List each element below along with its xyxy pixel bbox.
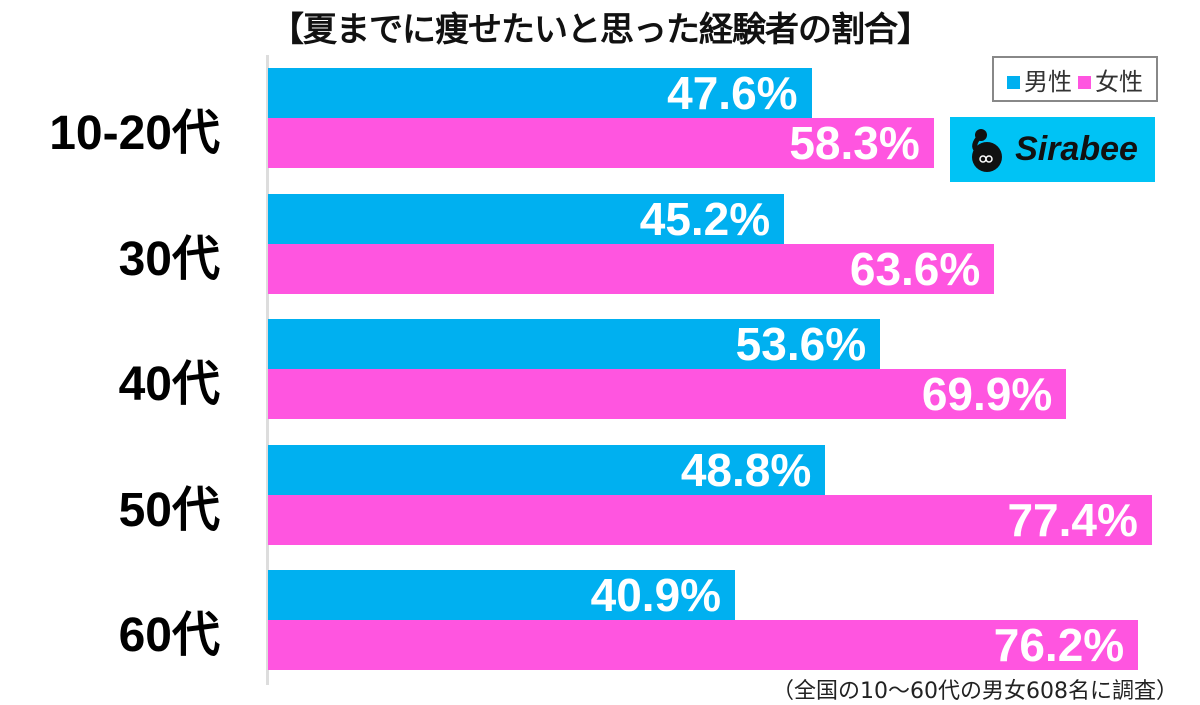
female-bar: 77.4% xyxy=(268,493,1152,546)
category-label: 40代 xyxy=(118,358,220,411)
sirabee-mascot-icon xyxy=(972,128,1003,172)
female-value: 76.2% xyxy=(993,619,1125,671)
female-bar: 69.9% xyxy=(268,368,1067,420)
bar-group: 40代 53.6% 69.9% xyxy=(0,318,1200,420)
male-value: 48.8% xyxy=(680,443,812,496)
bar-group: 60代 40.9% 76.2% xyxy=(0,569,1200,671)
male-bar: 48.8% xyxy=(268,443,826,496)
female-bar: 63.6% xyxy=(268,242,995,295)
male-value: 40.9% xyxy=(590,569,722,621)
legend-female: 女性 xyxy=(1078,62,1143,97)
chart-title: 【夏までに痩せたいと思った経験者の割合】 xyxy=(270,10,931,50)
male-value: 53.6% xyxy=(735,318,867,370)
male-bar: 40.9% xyxy=(268,569,736,621)
sirabee-logo: Sirabee xyxy=(950,117,1155,182)
category-label: 30代 xyxy=(118,232,220,286)
bar-group: 10-20代 47.6% 58.3% xyxy=(0,67,1200,169)
survey-note: （全国の10〜60代の男女608名に調査） xyxy=(772,679,1178,704)
category-label: 60代 xyxy=(118,609,220,662)
male-bar: 45.2% xyxy=(268,192,785,245)
female-value: 69.9% xyxy=(921,368,1053,420)
y-axis-line xyxy=(266,55,269,685)
female-bar: 76.2% xyxy=(268,619,1139,671)
male-swatch-icon xyxy=(1007,76,1020,89)
legend: 男性 女性 xyxy=(992,56,1158,102)
bar-group: 30代 45.2% 63.6% xyxy=(0,192,1200,295)
male-value: 47.6% xyxy=(667,67,798,119)
female-bar: 58.3% xyxy=(268,117,934,169)
male-bar: 47.6% xyxy=(268,67,812,119)
legend-male: 男性 xyxy=(1007,62,1072,97)
female-value: 63.6% xyxy=(849,242,981,295)
female-swatch-icon xyxy=(1078,76,1091,89)
male-bar: 53.6% xyxy=(268,318,881,370)
male-value: 45.2% xyxy=(639,192,771,245)
category-label: 10-20代 xyxy=(49,107,220,160)
bar-group: 50代 48.8% 77.4% xyxy=(0,443,1200,546)
female-value: 58.3% xyxy=(789,117,920,169)
female-value: 77.4% xyxy=(1007,493,1138,546)
category-label: 50代 xyxy=(118,483,220,537)
